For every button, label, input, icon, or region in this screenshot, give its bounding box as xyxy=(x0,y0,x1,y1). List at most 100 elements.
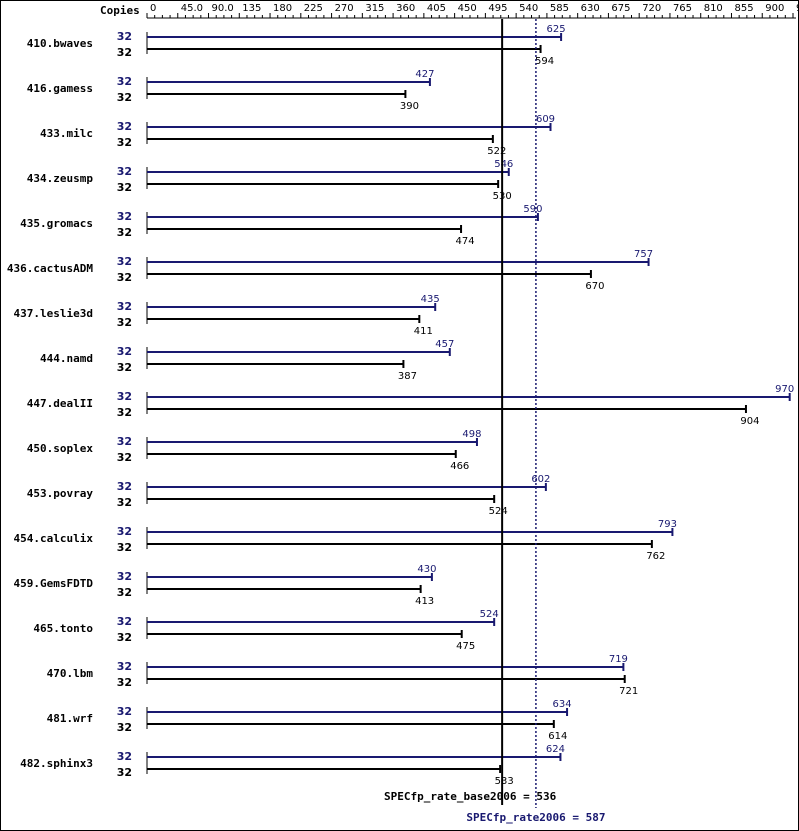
x-tick-label: 765 xyxy=(673,3,692,14)
base-reference-label: SPECfp_rate_base2006 = 536 xyxy=(384,790,557,803)
benchmark-rows: 410.bwaves 32 32 625 594 416.gamess 32 32 427 390… xyxy=(7,24,794,787)
peak-value-label: 719 xyxy=(609,654,628,665)
benchmark-label: 459.GemsFDTD xyxy=(14,577,94,590)
x-tick-label: 900 xyxy=(765,3,784,14)
x-tick-label: 495 xyxy=(488,3,507,14)
benchmark-label: 433.milc xyxy=(40,127,93,140)
base-value-label: 411 xyxy=(414,326,433,337)
x-tick-label: 225 xyxy=(304,3,323,14)
peak-copies-label: 32 xyxy=(117,210,132,223)
base-copies-label: 32 xyxy=(117,631,132,644)
peak-copies-label: 32 xyxy=(117,615,132,628)
peak-value-label: 590 xyxy=(523,204,542,215)
base-value-label: 522 xyxy=(487,146,506,157)
benchmark-label: 416.gamess xyxy=(27,82,93,95)
peak-value-label: 524 xyxy=(480,609,499,620)
base-copies-label: 32 xyxy=(117,586,132,599)
reference-lines: SPECfp_rate_base2006 = 536 SPECfp_rate200… xyxy=(384,19,605,824)
base-copies-label: 32 xyxy=(117,766,132,779)
x-tick-label: 405 xyxy=(427,3,446,14)
peak-value-label: 757 xyxy=(634,249,653,260)
benchmark-label: 481.wrf xyxy=(47,712,93,725)
peak-value-label: 625 xyxy=(547,24,566,35)
benchmark-row: 482.sphinx3 32 32 624 533 xyxy=(20,744,565,787)
peak-value-label: 624 xyxy=(546,744,565,755)
base-copies-label: 32 xyxy=(117,91,132,104)
base-value-label: 390 xyxy=(400,101,419,112)
base-copies-label: 32 xyxy=(117,136,132,149)
base-value-label: 475 xyxy=(456,641,475,652)
benchmark-row: 416.gamess 32 32 427 390 xyxy=(27,69,435,112)
benchmark-row: 453.povray 32 32 602 524 xyxy=(27,474,551,517)
base-copies-label: 32 xyxy=(117,181,132,194)
benchmark-label: 410.bwaves xyxy=(27,37,93,50)
copies-header: Copies xyxy=(100,4,140,17)
benchmark-label: 454.calculix xyxy=(14,532,94,545)
base-value-label: 762 xyxy=(646,551,665,562)
x-tick-label: 450 xyxy=(458,3,477,14)
peak-value-label: 435 xyxy=(421,294,440,305)
benchmark-row: 435.gromacs 32 32 590 474 xyxy=(20,204,542,247)
peak-copies-label: 32 xyxy=(117,30,132,43)
x-tick-label: 90.0 xyxy=(212,3,234,14)
benchmark-label: 435.gromacs xyxy=(20,217,93,230)
x-tick-label: 540 xyxy=(519,3,538,14)
peak-copies-label: 32 xyxy=(117,120,132,133)
benchmark-row: 433.milc 32 32 609 522 xyxy=(40,114,555,157)
peak-copies-label: 32 xyxy=(117,750,132,763)
base-value-label: 594 xyxy=(535,56,554,67)
benchmark-label: 436.cactusADM xyxy=(7,262,93,275)
x-tick-label: 585 xyxy=(550,3,569,14)
benchmark-label: 453.povray xyxy=(27,487,94,500)
peak-value-label: 609 xyxy=(536,114,555,125)
base-value-label: 413 xyxy=(415,596,434,607)
peak-value-label: 634 xyxy=(553,699,572,710)
peak-reference-label: SPECfp_rate2006 = 587 xyxy=(466,811,605,824)
benchmark-row: 470.lbm 32 32 719 721 xyxy=(47,654,639,697)
benchmark-label: 482.sphinx3 xyxy=(20,757,93,770)
x-tick-label: 180 xyxy=(273,3,292,14)
peak-value-label: 970 xyxy=(775,384,794,395)
peak-copies-label: 32 xyxy=(117,255,132,268)
peak-value-label: 498 xyxy=(462,429,481,440)
base-value-label: 533 xyxy=(495,776,514,787)
peak-copies-label: 32 xyxy=(117,525,132,538)
peak-copies-label: 32 xyxy=(117,480,132,493)
base-value-label: 466 xyxy=(450,461,469,472)
base-value-label: 614 xyxy=(548,731,567,742)
base-copies-label: 32 xyxy=(117,721,132,734)
base-copies-label: 32 xyxy=(117,496,132,509)
peak-value-label: 602 xyxy=(531,474,550,485)
base-copies-label: 32 xyxy=(117,271,132,284)
benchmark-row: 436.cactusADM 32 32 757 670 xyxy=(7,249,653,292)
benchmark-row: 447.dealII 32 32 970 904 xyxy=(27,384,794,427)
base-copies-label: 32 xyxy=(117,316,132,329)
peak-copies-label: 32 xyxy=(117,390,132,403)
peak-copies-label: 32 xyxy=(117,705,132,718)
benchmark-row: 481.wrf 32 32 634 614 xyxy=(47,699,572,742)
benchmark-row: 465.tonto 32 32 524 475 xyxy=(33,609,498,652)
base-copies-label: 32 xyxy=(117,46,132,59)
benchmark-label: 465.tonto xyxy=(33,622,93,635)
base-copies-label: 32 xyxy=(117,361,132,374)
benchmark-label: 444.namd xyxy=(40,352,93,365)
peak-copies-label: 32 xyxy=(117,75,132,88)
x-tick-label: 975 xyxy=(796,3,799,14)
peak-copies-label: 32 xyxy=(117,300,132,313)
base-copies-label: 32 xyxy=(117,406,132,419)
benchmark-row: 437.leslie3d 32 32 435 411 xyxy=(14,294,440,337)
benchmark-label: 450.soplex xyxy=(27,442,94,455)
benchmark-label: 437.leslie3d xyxy=(14,307,93,320)
peak-copies-label: 32 xyxy=(117,165,132,178)
x-tick-label: 360 xyxy=(396,3,415,14)
peak-value-label: 793 xyxy=(658,519,677,530)
peak-copies-label: 32 xyxy=(117,660,132,673)
peak-value-label: 427 xyxy=(415,69,434,80)
benchmark-label: 434.zeusmp xyxy=(27,172,94,185)
x-tick-label: 630 xyxy=(581,3,600,14)
peak-value-label: 457 xyxy=(435,339,454,350)
base-copies-label: 32 xyxy=(117,676,132,689)
peak-copies-label: 32 xyxy=(117,570,132,583)
benchmark-row: 459.GemsFDTD 32 32 430 413 xyxy=(14,564,437,607)
